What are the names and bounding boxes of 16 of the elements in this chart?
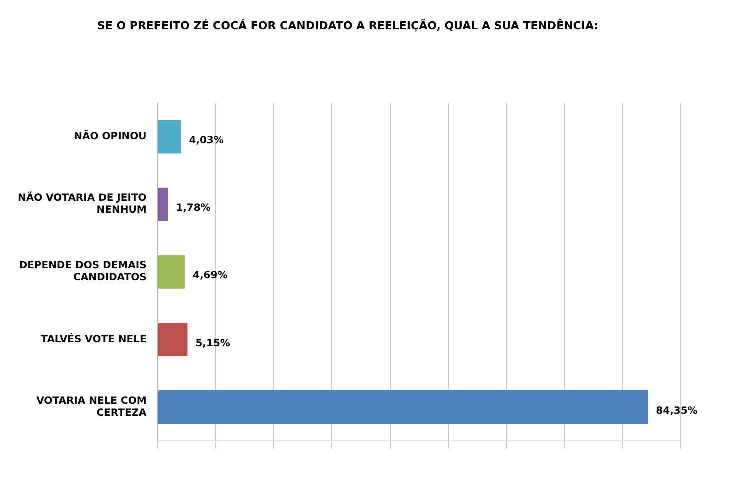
data-label: 1,78%: [176, 203, 211, 214]
y-tick-label: VOTARIA NELE COM CERTEZA: [36, 396, 148, 419]
data-label: 4,03%: [189, 136, 224, 147]
y-tick-label: NÃO VOTARIA DE JEITO NENHUM: [18, 191, 147, 216]
data-label: 84,35%: [656, 406, 698, 417]
bar: [158, 390, 648, 424]
data-label: 4,69%: [193, 270, 228, 282]
bar: [158, 120, 182, 154]
bar: [158, 255, 186, 289]
y-tick-label: DEPENDE DOS DEMAIS CANDIDATOS: [19, 260, 147, 284]
bar: [158, 188, 168, 222]
chart-title: SE O PREFEITO ZÉ COCÁ FOR CANDIDATO A REELEIÇÃO, QUAL A SUA TENDÊNCIA:: [97, 18, 599, 32]
bar: [158, 322, 188, 356]
data-label: 5,15%: [196, 338, 230, 350]
y-tick-label: NÃO OPINOU: [74, 130, 147, 143]
y-tick-label: TALVÉS VOTE NELE: [41, 332, 147, 346]
